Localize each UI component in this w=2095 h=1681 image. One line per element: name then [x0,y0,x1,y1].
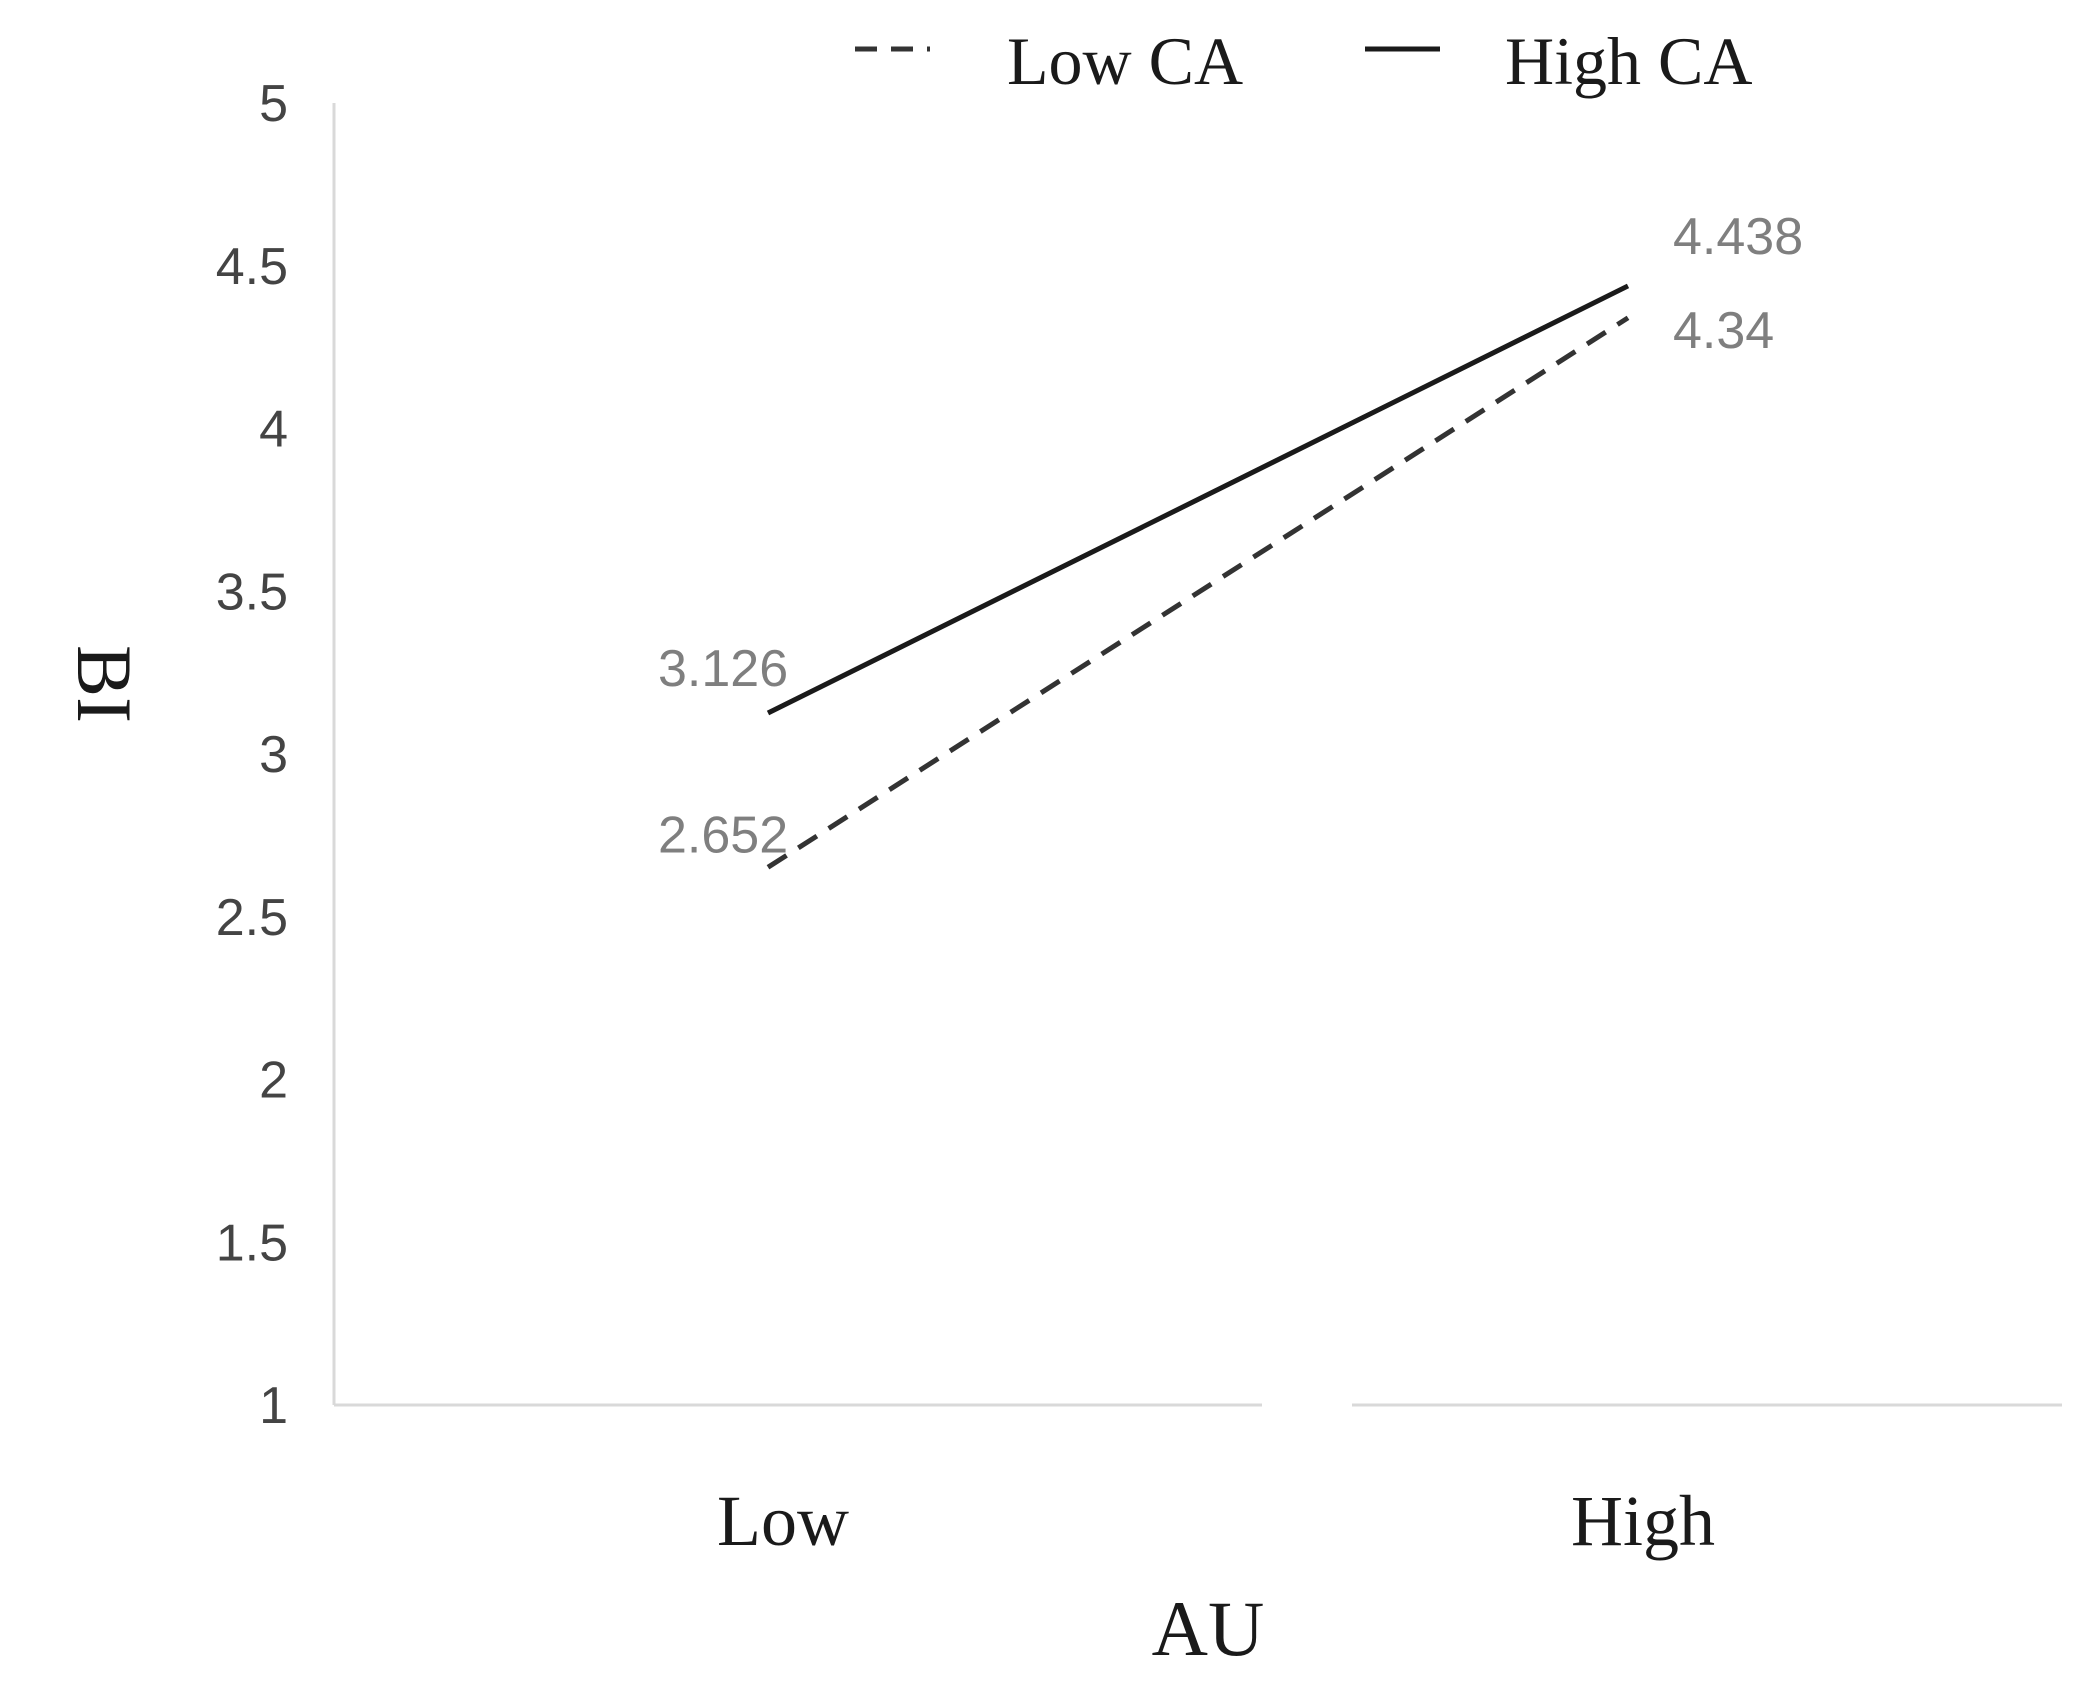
y-tick-label: 3.5 [216,563,288,621]
series-line-high-ca [766,283,1630,716]
data-label: 4.438 [1673,208,1803,266]
legend-label-low-ca: Low CA [1007,23,1243,99]
series-line-low-ca [766,315,1630,870]
legend: Low CA High CA [855,23,1752,99]
y-axis-title: BI [61,645,148,723]
data-label: 2.652 [658,806,788,864]
y-tick-label: 5 [259,75,288,133]
x-tick-label-high: High [1571,1481,1715,1561]
y-tick-label: 4 [259,401,288,459]
data-label-layer: 2.652 4.34 3.126 4.438 [658,208,1803,864]
y-tick-label: 2 [259,1052,288,1110]
y-tick-label: 4.5 [216,238,288,296]
legend-label-high-ca: High CA [1505,23,1752,99]
data-label: 3.126 [658,640,788,698]
y-tick-label: 2.5 [216,889,288,947]
y-tick-label: 3 [259,726,288,784]
series-layer [766,283,1630,870]
data-label: 4.34 [1673,302,1774,360]
x-axis-title: AU [1152,1585,1265,1672]
x-tick-label-low: Low [717,1481,849,1561]
y-tick-label: 1.5 [216,1214,288,1272]
y-tick-label: 1 [259,1377,288,1435]
y-tick-labels: 1 1.5 2 2.5 3 3.5 4 4.5 5 [216,75,288,1435]
